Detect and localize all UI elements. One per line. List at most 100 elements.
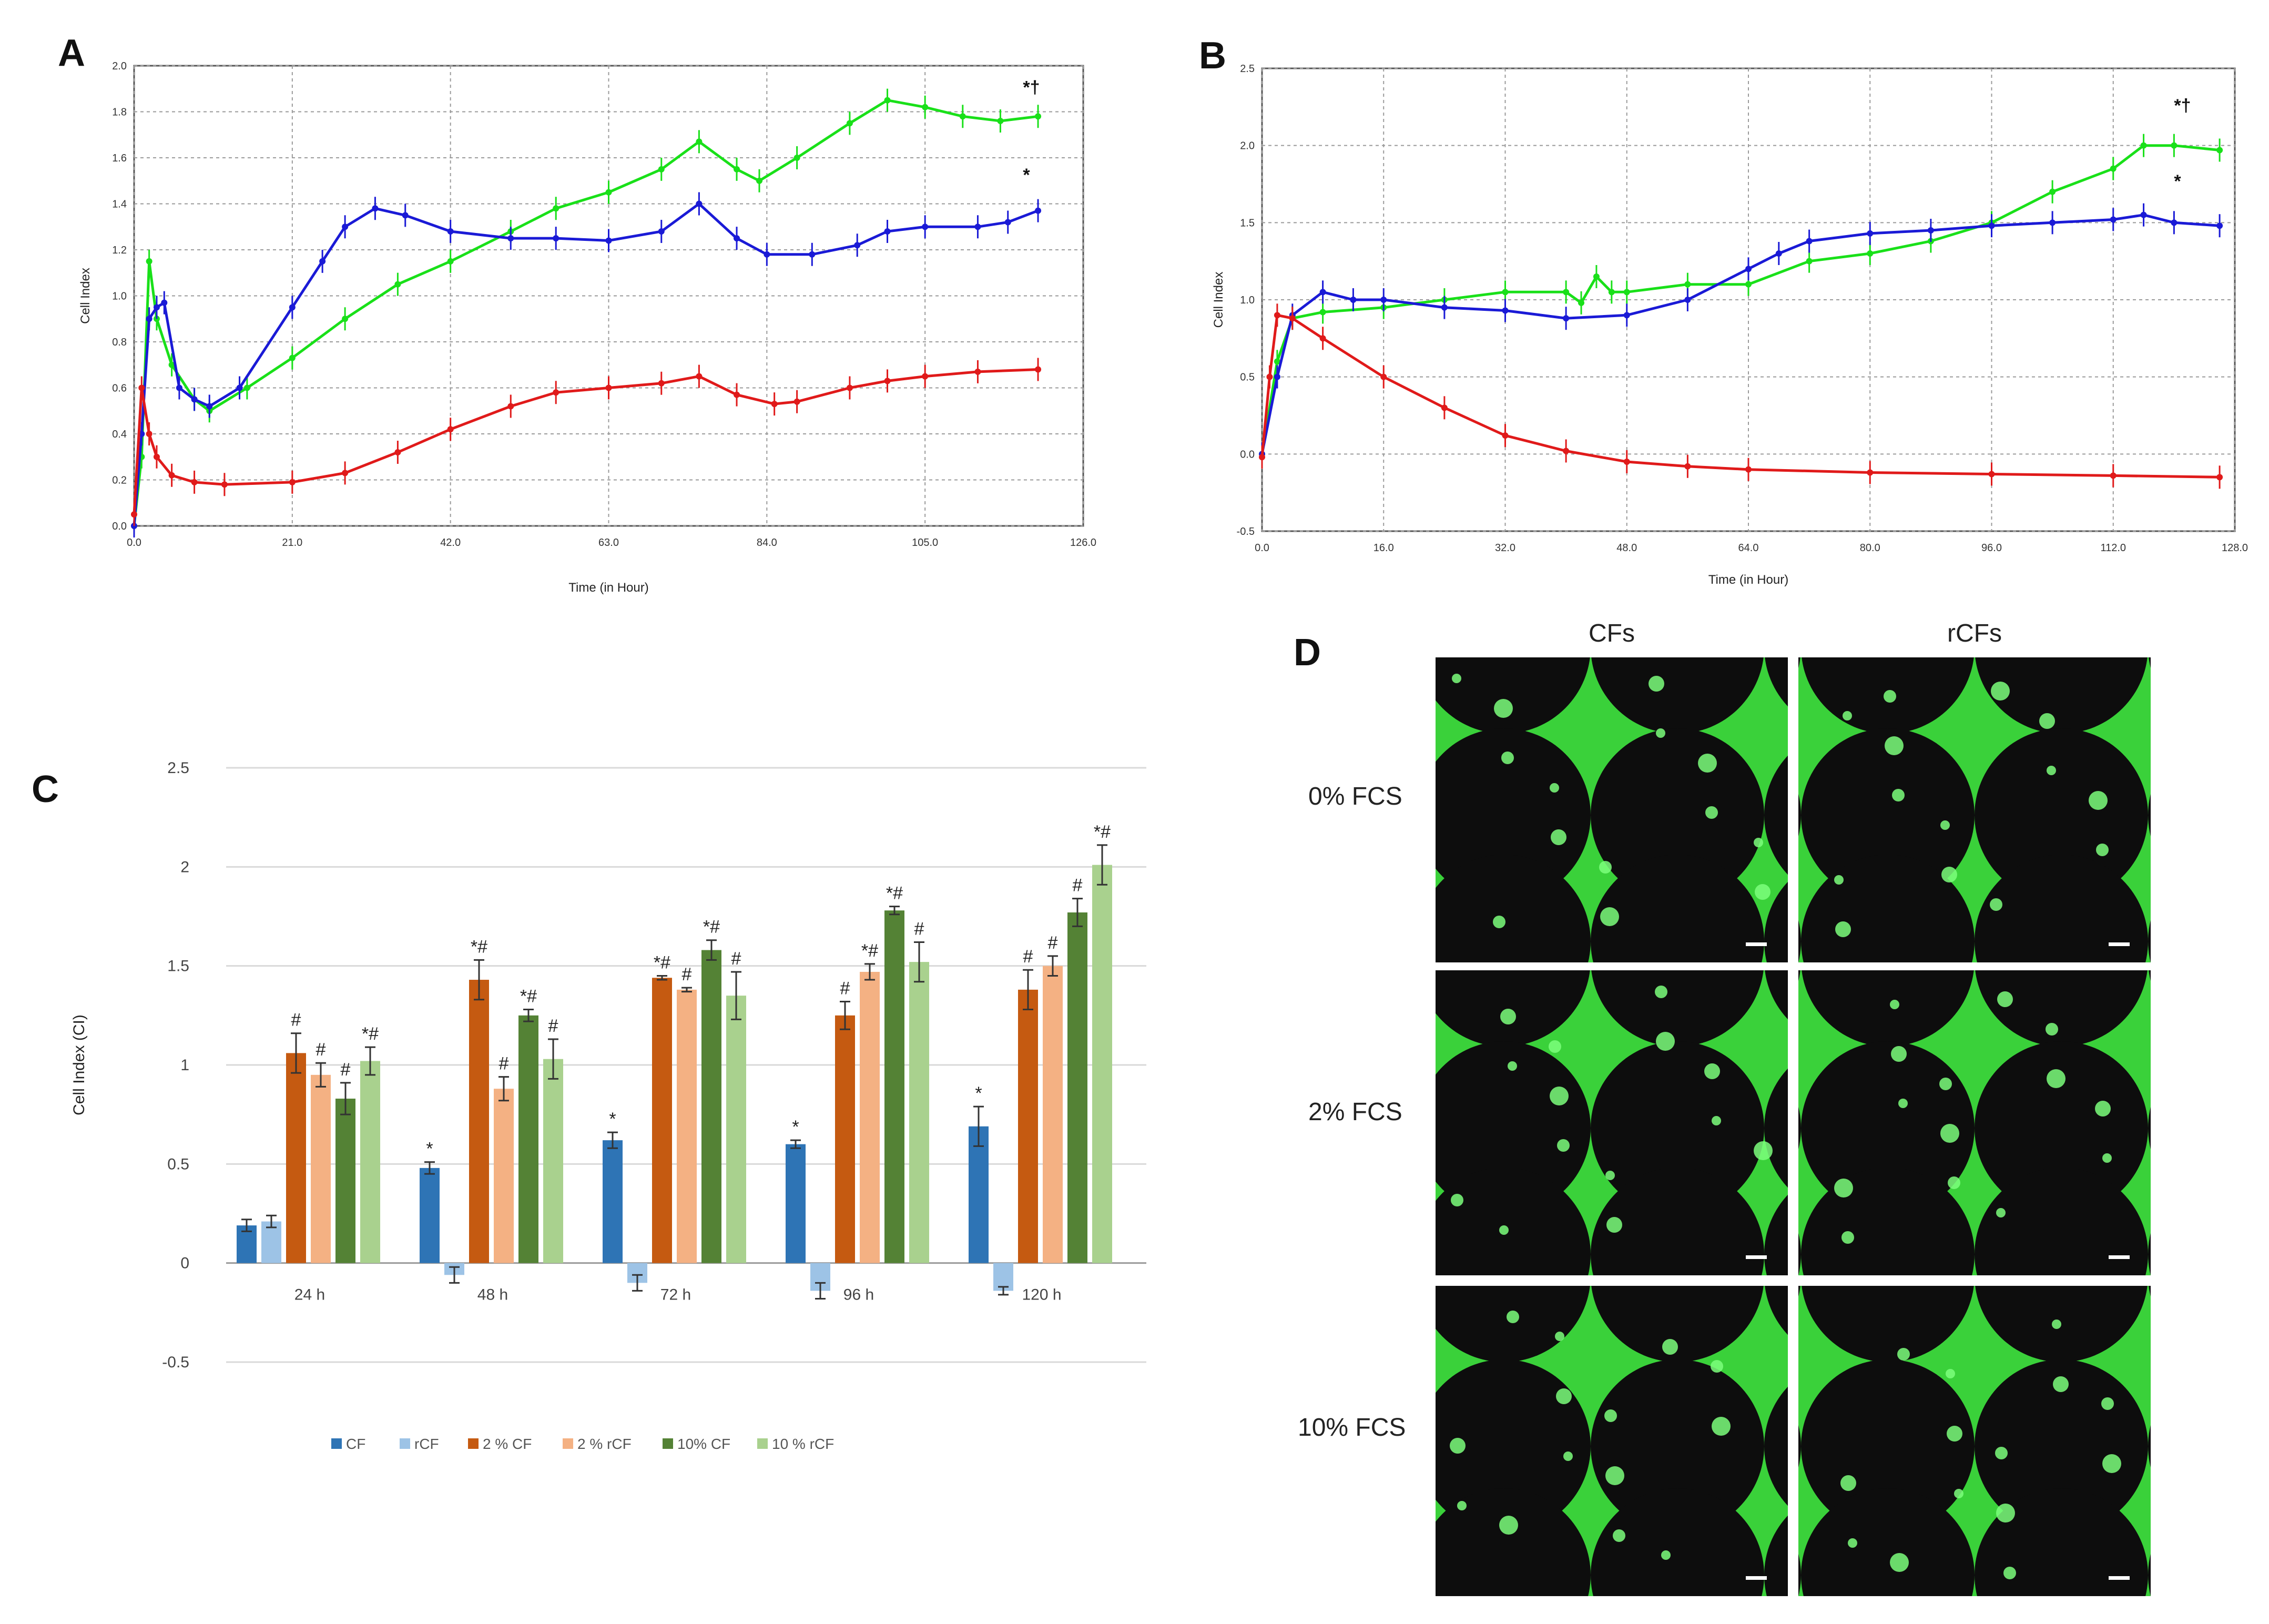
data-point-red: [1441, 404, 1448, 411]
data-point-red: [221, 481, 228, 488]
micropore-hole: [1244, 728, 1417, 902]
legend-swatch: [400, 1438, 410, 1449]
cell-dot: [1834, 1179, 1853, 1197]
y-tick-label: -0.5: [1237, 526, 1255, 537]
micropore-hole: [1802, 970, 1974, 1047]
cell-dot: [1939, 1078, 1952, 1090]
x-tick-label: 84.0: [757, 537, 777, 549]
cell-dot: [1954, 1489, 1963, 1498]
cell-dot: [1885, 736, 1904, 755]
cell-dot: [1508, 1061, 1517, 1071]
bar-significance-mark: #: [914, 919, 924, 939]
micropore-hole: [1591, 657, 1764, 734]
y-tick-label: 0.6: [112, 383, 127, 394]
data-point-green: [1608, 289, 1615, 296]
x-axis-title: Time (in Hour): [1708, 573, 1788, 587]
data-point-green: [243, 384, 250, 391]
data-point-red: [138, 384, 145, 391]
micropore-hole: [2148, 1107, 2151, 1150]
bar-significance-mark: #: [291, 1010, 301, 1030]
micropore-hole: [1244, 560, 1417, 734]
micropore-hole: [1801, 1488, 1975, 1596]
data-point-red: [1502, 432, 1509, 439]
cell-dot: [2095, 1101, 2111, 1116]
panel-letter-c: C: [32, 768, 59, 810]
scale-bar: [2109, 1255, 2130, 1259]
data-point-red: [1380, 373, 1387, 380]
bar-significance-mark: *: [609, 1109, 616, 1129]
cell-dot: [1457, 1501, 1467, 1510]
cell-dot: [1755, 884, 1771, 900]
bar-significance-mark: *: [426, 1139, 433, 1159]
data-point-blue: [553, 235, 559, 242]
data-point-blue: [734, 235, 740, 242]
cell-dot: [1890, 1553, 1909, 1572]
data-point-green: [146, 258, 152, 265]
y-tick-label: 0.0: [112, 521, 127, 532]
cell-dot: [2052, 1320, 2061, 1329]
c-y-tick-label: 0.5: [167, 1155, 189, 1173]
micropore-hole: [1591, 1488, 1764, 1596]
data-point-blue: [1927, 227, 1934, 234]
data-point-green: [1623, 289, 1630, 296]
series-line-red: [133, 368, 1039, 515]
scale-bar: [2109, 1576, 2130, 1580]
bar-significance-mark: #: [1023, 947, 1033, 967]
x-tick-label: 126.0: [1070, 537, 1096, 549]
micropore-hole: [1975, 855, 2148, 962]
bar-10rcf: [543, 1059, 563, 1263]
row-label-0-fcs: 0% FCS: [1308, 783, 1402, 810]
data-point-blue: [1806, 238, 1813, 245]
data-point-red: [793, 398, 800, 405]
data-point-blue: [1380, 297, 1387, 303]
micropore-hole: [2148, 920, 2151, 962]
micropore-hole: [1764, 1386, 1788, 1506]
bar-2rcf: [494, 1089, 514, 1263]
cell-dot: [1555, 1332, 1564, 1341]
data-point-blue: [507, 235, 514, 242]
data-point-blue: [447, 228, 454, 235]
c-y-tick-label: -0.5: [162, 1354, 189, 1371]
c-y-tick-label: 2: [180, 858, 189, 876]
data-point-red: [1745, 466, 1752, 473]
x-axis-title: Time (in Hour): [568, 581, 648, 595]
c-y-axis-title: Cell Index (CI): [70, 1014, 88, 1115]
micropore-hole: [1765, 657, 1788, 707]
data-point-blue: [319, 258, 326, 265]
bar-significance-mark: #: [682, 965, 692, 984]
bar-significance-mark: #: [1048, 933, 1058, 953]
data-point-blue: [289, 304, 296, 311]
micropore-hole: [1591, 855, 1764, 962]
cell-dot: [2047, 1069, 2065, 1088]
legend-label: rCF: [414, 1436, 439, 1452]
cell-dot: [1995, 1447, 2008, 1459]
x-tick-label: 16.0: [1373, 542, 1394, 554]
x-tick-label: 63.0: [598, 537, 619, 549]
bar-2rcf: [677, 989, 697, 1263]
data-point-red: [146, 431, 152, 437]
micropore-hole: [1244, 1189, 1417, 1362]
y-tick-label: 1.0: [1240, 295, 1255, 306]
cell-dot: [1551, 829, 1566, 845]
cell-dot: [2047, 766, 2056, 775]
micropore-hole: [1764, 755, 1788, 875]
data-point-red: [884, 378, 891, 384]
panel-letter-a: A: [58, 32, 85, 74]
micropore-hole: [1244, 1168, 1417, 1341]
cell-dot: [1494, 699, 1513, 718]
panel-letter-d: D: [1294, 632, 1321, 674]
cell-dot: [1948, 1176, 1960, 1189]
bar-10rcf: [909, 962, 929, 1263]
cell-dot: [1997, 991, 2013, 1007]
cell-dot: [1754, 838, 1763, 847]
data-point-blue: [696, 200, 703, 207]
cell-dot: [1655, 986, 1667, 998]
micropore-hole: [1798, 657, 1800, 668]
cell-dot: [1840, 1475, 1856, 1491]
data-point-blue: [1623, 312, 1630, 319]
y-tick-label: 0.0: [1240, 449, 1255, 460]
cell-dot: [1841, 1231, 1854, 1244]
series-line-red: [1260, 313, 2220, 479]
data-point-green: [793, 155, 800, 161]
